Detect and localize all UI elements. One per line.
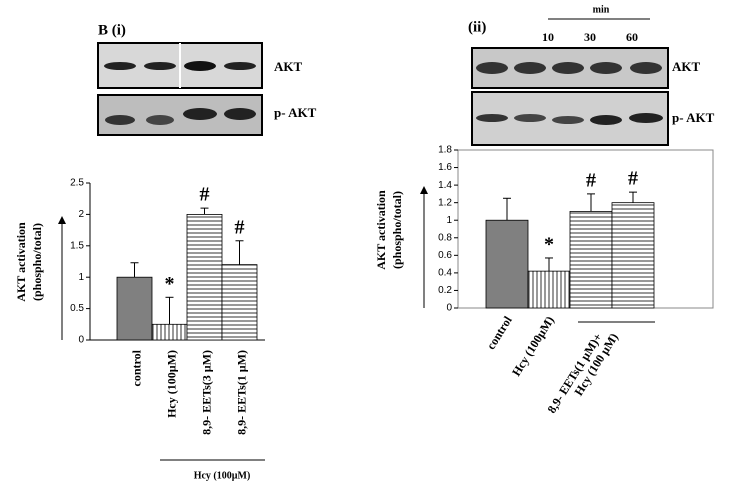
annotation: # xyxy=(235,216,245,238)
blot-label: AKT xyxy=(274,59,303,74)
bar xyxy=(485,219,529,309)
blot-label: p- AKT xyxy=(274,105,317,120)
y-tick-label: 1.2 xyxy=(438,197,452,208)
y-axis-label: (phospho/total) xyxy=(390,191,404,269)
panel-label: B (i) xyxy=(98,22,126,38)
bar xyxy=(527,270,571,309)
x-tick-label: Hcy (100µM) xyxy=(509,314,557,379)
x-tick-label: control xyxy=(484,313,516,352)
blot-i xyxy=(97,42,263,136)
y-tick-label: 2.5 xyxy=(70,178,84,189)
y-tick-label: 2 xyxy=(78,209,84,220)
y-tick-label: 0 xyxy=(446,303,452,314)
blot-label: AKT xyxy=(672,59,701,74)
y-axis-label: AKT activation xyxy=(14,222,28,302)
annotation: # xyxy=(586,169,596,191)
x-tick-label: 8,9- EETs(3 µM) xyxy=(199,350,213,435)
y-tick-label: 1.4 xyxy=(438,180,452,191)
blot-label: p- AKT xyxy=(672,110,715,125)
x-tick-label: control xyxy=(129,349,143,386)
bar xyxy=(186,213,223,341)
x-tick-label: Hcy (100µM) xyxy=(164,350,178,418)
time-point: 30 xyxy=(584,30,596,44)
y-tick-label: 1 xyxy=(78,272,84,283)
bar xyxy=(611,202,655,309)
y-tick-label: 0.2 xyxy=(438,285,452,296)
time-point: 10 xyxy=(542,30,554,44)
time-point: 60 xyxy=(626,30,638,44)
y-axis-label: AKT activation xyxy=(374,190,388,270)
bar xyxy=(116,276,153,341)
time-label: min xyxy=(593,4,610,15)
bar xyxy=(221,264,258,341)
y-axis-label: (phospho/total) xyxy=(30,223,44,301)
annotation: # xyxy=(200,184,210,206)
x-tick-label: 8,9- EETs(1 µM) xyxy=(234,350,248,435)
y-tick-label: 0.5 xyxy=(70,303,84,314)
y-tick-label: 1.5 xyxy=(70,240,84,251)
blot-ii xyxy=(471,18,669,146)
y-tick-label: 1 xyxy=(446,215,452,226)
y-tick-label: 0.8 xyxy=(438,232,452,243)
annotation: # xyxy=(628,168,638,190)
bar xyxy=(569,211,613,309)
annotation: * xyxy=(165,273,175,295)
bar xyxy=(151,323,188,341)
y-tick-label: 0.6 xyxy=(438,250,452,261)
y-tick-label: 1.8 xyxy=(438,145,452,156)
y-tick-label: 0 xyxy=(78,335,84,346)
annotation: * xyxy=(544,234,554,256)
panel-label: (ii) xyxy=(468,19,486,35)
group-label: Hcy (100µM) xyxy=(194,470,251,481)
y-tick-label: 0.4 xyxy=(438,268,452,279)
y-tick-label: 1.6 xyxy=(438,162,452,173)
